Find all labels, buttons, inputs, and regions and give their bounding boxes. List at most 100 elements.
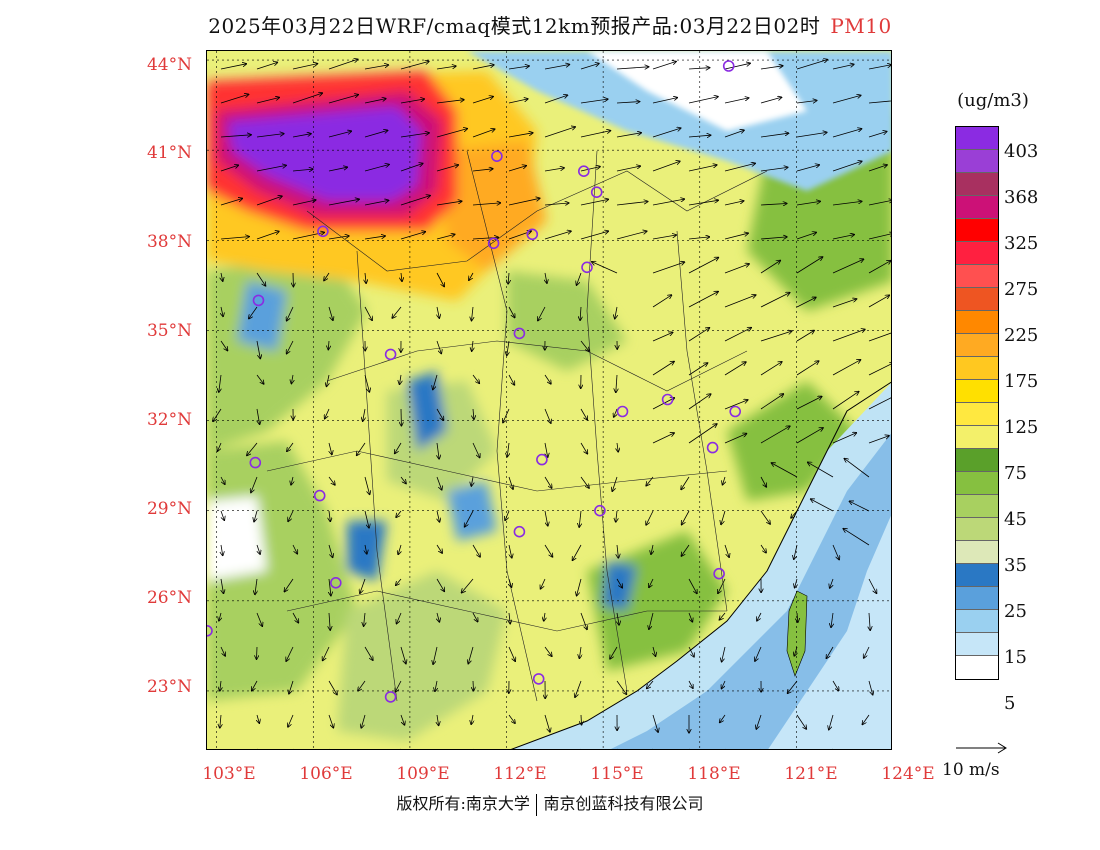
wind-arrow xyxy=(257,408,260,424)
city-station-marker[interactable] xyxy=(706,441,719,454)
wind-arrow xyxy=(796,101,817,104)
wind-arrow xyxy=(398,544,401,554)
wind-arrow xyxy=(616,578,622,588)
wind-arrow xyxy=(830,578,834,588)
wind-arrow xyxy=(508,306,515,318)
city-station-marker[interactable] xyxy=(536,453,548,466)
wind-arrow xyxy=(724,233,748,240)
wind-arrow xyxy=(400,61,429,70)
wind-arrow xyxy=(652,748,653,749)
city-station-marker[interactable] xyxy=(661,393,674,406)
wind-arrow xyxy=(364,65,388,70)
wind-arrow xyxy=(689,748,690,749)
city-station-marker[interactable] xyxy=(384,348,397,361)
wind-arrow xyxy=(616,102,640,103)
city-station-marker[interactable] xyxy=(249,456,262,469)
wind-arrow xyxy=(617,442,618,452)
wind-arrow xyxy=(325,408,330,419)
wind-arrow xyxy=(256,374,264,384)
city-station-marker[interactable] xyxy=(722,60,735,72)
title-pollutant: PM10 xyxy=(830,14,892,38)
wind-arrow xyxy=(544,168,564,172)
wind-arrow xyxy=(508,714,515,723)
wind-arrow xyxy=(507,340,509,355)
wind-arrow xyxy=(577,578,582,596)
lat-label-32: 32°N xyxy=(146,410,192,430)
city-station-marker[interactable] xyxy=(713,567,725,580)
wind-arrow xyxy=(796,233,816,240)
city-station-marker[interactable] xyxy=(313,489,326,502)
city-station-marker[interactable] xyxy=(590,186,603,198)
city-station-marker[interactable] xyxy=(317,225,329,238)
lat-label-41: 41°N xyxy=(146,143,192,163)
wind-arrow xyxy=(436,165,458,172)
city-station-marker[interactable] xyxy=(207,625,213,637)
coastline xyxy=(510,381,891,749)
wind-arrow xyxy=(688,394,711,410)
wind-vectors xyxy=(213,59,891,749)
lat-label-29: 29°N xyxy=(146,499,192,519)
legend-label: 25 xyxy=(1004,601,1027,622)
wind-arrow xyxy=(472,129,495,138)
legend-swatch xyxy=(956,656,998,679)
city-station-marker[interactable] xyxy=(594,504,606,517)
city-station-marker[interactable] xyxy=(513,327,526,340)
wind-arrow xyxy=(616,67,649,69)
wind-arrow xyxy=(580,167,600,172)
wind-arrow xyxy=(794,646,797,656)
legend-swatch xyxy=(956,564,998,587)
wind-arrow xyxy=(257,714,259,723)
wind-arrow xyxy=(844,459,870,478)
wind-arrow xyxy=(436,476,442,490)
city-station-marker[interactable] xyxy=(487,237,500,250)
wind-arrow xyxy=(760,293,790,308)
city-station-marker[interactable] xyxy=(491,150,503,162)
legend-swatch xyxy=(956,173,998,196)
wind-arrow xyxy=(796,165,819,172)
wind-arrow xyxy=(257,544,260,554)
wind-arrow xyxy=(869,612,870,630)
wind-arrow xyxy=(328,95,358,104)
wind-arrow xyxy=(508,476,513,489)
wind-arrow xyxy=(252,680,258,691)
wind-arrow xyxy=(220,714,221,728)
wind-arrow xyxy=(329,578,331,596)
city-station-marker[interactable] xyxy=(581,261,593,274)
wind-arrow xyxy=(472,374,479,383)
wind-arrow xyxy=(612,476,618,491)
wind-arrow xyxy=(688,424,717,444)
wind-arrow xyxy=(508,166,526,172)
wind-arrow xyxy=(760,394,783,410)
wind-arrow xyxy=(832,748,833,749)
wind-arrow xyxy=(328,306,333,320)
forecast-map[interactable] xyxy=(206,50,892,750)
wind-arrow xyxy=(724,362,746,376)
wind-arrow xyxy=(327,374,330,386)
wind-arrow xyxy=(436,340,441,354)
city-station-marker[interactable] xyxy=(384,691,397,703)
city-station-marker[interactable] xyxy=(532,673,545,685)
wind-arrow xyxy=(868,65,891,70)
wind-arrow xyxy=(573,544,582,560)
wind-arrow xyxy=(616,680,627,694)
wind-arrow xyxy=(256,62,277,70)
city-station-marker[interactable] xyxy=(616,405,629,418)
wind-arrow xyxy=(610,646,618,659)
legend-swatch xyxy=(956,495,998,518)
legend-swatch xyxy=(956,334,998,357)
legend-swatch xyxy=(956,265,998,288)
wind-arrow xyxy=(473,408,474,419)
wind-arrow xyxy=(652,62,676,70)
city-station-marker[interactable] xyxy=(330,576,342,589)
city-station-marker[interactable] xyxy=(252,294,265,307)
city-station-marker[interactable] xyxy=(577,165,590,177)
wind-arrow xyxy=(757,612,762,621)
wind-arrow xyxy=(436,201,462,206)
wind-arrow xyxy=(579,510,581,527)
wind-arrow xyxy=(796,60,827,70)
wind-arrow xyxy=(360,578,366,593)
city-station-marker[interactable] xyxy=(526,228,539,241)
wind-arrow xyxy=(760,476,766,487)
city-station-marker[interactable] xyxy=(729,405,742,418)
city-station-marker[interactable] xyxy=(513,525,526,538)
